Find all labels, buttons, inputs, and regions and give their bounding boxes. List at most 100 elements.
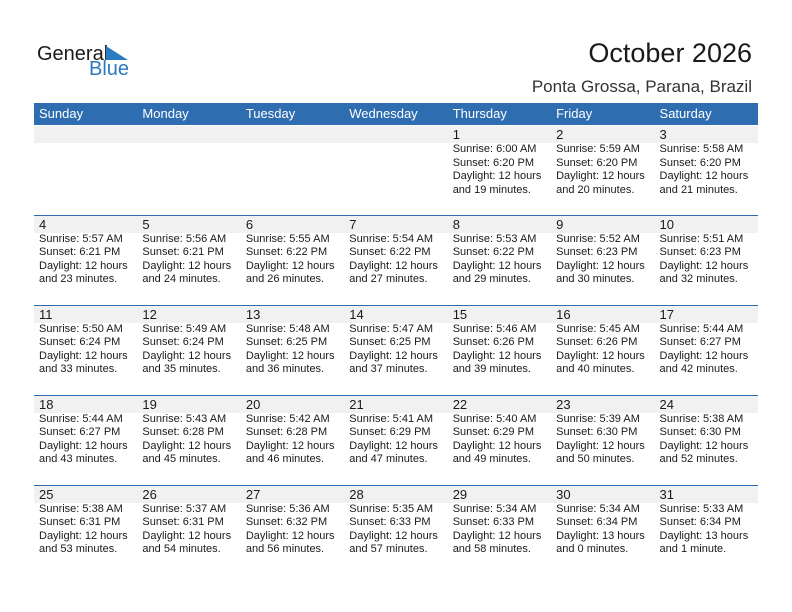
daylight2-text: and 58 minutes. (452, 543, 531, 555)
daylight1-text: Daylight: 12 hours (349, 529, 438, 542)
sunset-text: Sunset: 6:23 PM (659, 246, 741, 258)
daylight1-text: Daylight: 12 hours (659, 170, 749, 182)
daylight2-text: and 56 minutes. (245, 543, 325, 555)
day-number: 9 (551, 215, 655, 233)
daylight2-text: and 36 minutes. (245, 363, 325, 375)
week-row: 11 Sunrise: 5:50 AM Sunset: 6:24 PM Dayligh… (34, 304, 758, 396)
day-number: 18 (34, 395, 138, 413)
day-number: 27 (240, 485, 345, 503)
weekday-header: Sunday Monday Tuesday Wednesday Thursday Frid… (34, 103, 758, 125)
sunset-text: Sunset: 6:20 PM (452, 156, 535, 169)
sunset-text: Sunset: 6:34 PM (556, 516, 638, 528)
day-cell: 31 Sunrise: 5:33 AM Sunset: 6:34 PM Dayligh… (654, 485, 758, 576)
day-cell: 24 Sunrise: 5:38 AM Sunset: 6:30 PM Dayligh… (654, 395, 758, 486)
sunset-text: Sunset: 6:33 PM (452, 516, 535, 528)
daylight2-text: and 30 minutes. (556, 273, 635, 285)
daylight2-text: and 1 minute. (659, 543, 727, 555)
sunrise-text: Sunrise: 5:44 AM (659, 322, 744, 335)
day-cell: 29 Sunrise: 5:34 AM Sunset: 6:33 PM Dayligh… (447, 485, 552, 576)
sunset-text: Sunset: 6:21 PM (39, 246, 121, 258)
sunset-text: Sunset: 6:22 PM (452, 246, 535, 258)
sunrise-text: Sunrise: 5:52 AM (556, 232, 640, 245)
day-number: 28 (344, 485, 448, 503)
sunrise-text: Sunrise: 5:49 AM (142, 322, 227, 335)
sunset-text: Sunset: 6:28 PM (245, 426, 328, 438)
daylight1-text: Daylight: 12 hours (142, 349, 232, 362)
day-number: 7 (344, 215, 448, 233)
day-cell: 11 Sunrise: 5:50 AM Sunset: 6:24 PM Dayligh… (34, 305, 138, 396)
day-number (344, 126, 448, 143)
daylight2-text: and 19 minutes. (452, 183, 531, 196)
daylight2-text: and 20 minutes. (556, 183, 635, 196)
day-number: 30 (551, 485, 655, 503)
sunrise-text: Sunrise: 5:47 AM (349, 322, 434, 335)
sunset-text: Sunset: 6:29 PM (349, 426, 431, 438)
daylight1-text: Daylight: 12 hours (556, 439, 645, 452)
day-number: 8 (447, 215, 552, 233)
day-cell: 15 Sunrise: 5:46 AM Sunset: 6:26 PM Dayligh… (447, 305, 552, 396)
day-cell: 2 Sunrise: 5:59 AM Sunset: 6:20 PM Daylight… (551, 126, 655, 216)
day-cell (240, 126, 345, 216)
daylight2-text: and 21 minutes. (659, 183, 738, 196)
sunrise-text: Sunrise: 5:54 AM (349, 232, 434, 245)
sunrise-text: Sunrise: 6:00 AM (452, 143, 537, 155)
sunrise-text: Sunrise: 5:38 AM (659, 412, 744, 425)
daylight2-text: and 39 minutes. (452, 363, 531, 375)
daylight2-text: and 33 minutes. (39, 363, 118, 375)
sunrise-text: Sunrise: 5:56 AM (142, 232, 227, 245)
sunrise-text: Sunrise: 5:55 AM (245, 232, 330, 245)
daylight2-text: and 24 minutes. (142, 273, 221, 285)
daylight1-text: Daylight: 12 hours (349, 439, 438, 452)
day-cell: 30 Sunrise: 5:34 AM Sunset: 6:34 PM Dayligh… (551, 485, 655, 576)
day-number: 10 (654, 215, 758, 233)
weekday-saturday: Saturday (659, 106, 712, 121)
page-title: October 2026 (588, 38, 752, 68)
daylight1-text: Daylight: 12 hours (245, 259, 335, 272)
sunrise-text: Sunrise: 5:38 AM (39, 502, 123, 515)
sunset-text: Sunset: 6:25 PM (245, 336, 328, 348)
day-number: 20 (240, 395, 345, 413)
sunrise-text: Sunrise: 5:59 AM (556, 143, 640, 155)
sunrise-text: Sunrise: 5:34 AM (556, 502, 640, 515)
daylight2-text: and 29 minutes. (452, 273, 531, 285)
sunset-text: Sunset: 6:22 PM (349, 246, 431, 258)
sunrise-text: Sunrise: 5:48 AM (245, 322, 330, 335)
day-number: 29 (447, 485, 552, 503)
week-row: 1 Sunrise: 6:00 AM Sunset: 6:20 PM Daylight… (34, 126, 758, 216)
day-number: 2 (551, 126, 655, 143)
day-cell: 6 Sunrise: 5:55 AM Sunset: 6:22 PM Daylight… (240, 215, 345, 306)
day-number (34, 126, 138, 143)
sunrise-text: Sunrise: 5:41 AM (349, 412, 434, 425)
sunrise-text: Sunrise: 5:34 AM (452, 502, 537, 515)
day-cell (344, 126, 448, 216)
day-cell: 25 Sunrise: 5:38 AM Sunset: 6:31 PM Dayligh… (34, 485, 138, 576)
weekday-tuesday: Tuesday (245, 106, 296, 121)
sunset-text: Sunset: 6:20 PM (659, 156, 741, 169)
day-cell: 27 Sunrise: 5:36 AM Sunset: 6:32 PM Dayligh… (240, 485, 345, 576)
sunrise-text: Sunrise: 5:44 AM (39, 412, 123, 425)
daylight2-text: and 53 minutes. (39, 543, 118, 555)
daylight2-text: and 54 minutes. (142, 543, 221, 555)
daylight2-text: and 27 minutes. (349, 273, 428, 285)
daylight1-text: Daylight: 12 hours (556, 349, 645, 362)
day-number: 23 (551, 395, 655, 413)
daylight1-text: Daylight: 12 hours (245, 349, 335, 362)
daylight1-text: Daylight: 12 hours (452, 529, 542, 542)
daylight1-text: Daylight: 12 hours (142, 259, 232, 272)
day-number: 26 (137, 485, 241, 503)
sunset-text: Sunset: 6:20 PM (556, 156, 638, 169)
day-number (240, 126, 345, 143)
sunset-text: Sunset: 6:27 PM (39, 426, 121, 438)
day-cell: 5 Sunrise: 5:56 AM Sunset: 6:21 PM Daylight… (137, 215, 241, 306)
sunset-text: Sunset: 6:23 PM (556, 246, 638, 258)
day-cell: 12 Sunrise: 5:49 AM Sunset: 6:24 PM Dayligh… (137, 305, 241, 396)
day-cell: 28 Sunrise: 5:35 AM Sunset: 6:33 PM Dayligh… (344, 485, 448, 576)
day-number: 12 (137, 305, 241, 323)
day-cell: 1 Sunrise: 6:00 AM Sunset: 6:20 PM Daylight… (447, 126, 552, 216)
sunrise-text: Sunrise: 5:40 AM (452, 412, 537, 425)
week-row: 4 Sunrise: 5:57 AM Sunset: 6:21 PM Daylight… (34, 214, 758, 306)
daylight2-text: and 32 minutes. (659, 273, 738, 285)
sunrise-text: Sunrise: 5:39 AM (556, 412, 640, 425)
sunrise-text: Sunrise: 5:43 AM (142, 412, 227, 425)
